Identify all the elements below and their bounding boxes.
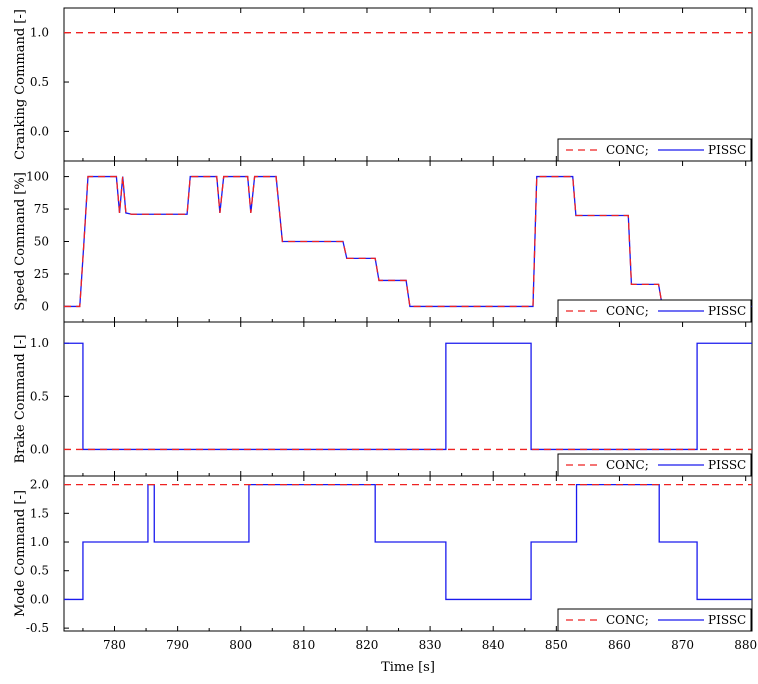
x-tick-label: 780 [103,638,126,652]
x-axis-label: Time [s] [381,660,435,675]
x-tick-label: 790 [166,638,189,652]
legend-label-conc: CONC; [606,458,649,472]
legend-label-pissc: PISSC [708,304,746,318]
panel-frame [63,7,753,162]
y-tick-label: 1.0 [30,535,49,549]
legend-label-conc: CONC; [606,613,649,627]
y-tick-label: 50 [34,235,49,249]
y-axis-label: Speed Command [%] [13,172,28,311]
x-tick-label: 800 [229,638,252,652]
legend-label-pissc: PISSC [708,613,746,627]
y-tick-label: 0 [41,299,49,313]
y-tick-label: 0.5 [30,564,49,578]
y-tick-label: 100 [26,170,49,184]
legend-label-pissc: PISSC [708,143,746,157]
x-tick-label: 850 [545,638,568,652]
x-tick-label: 870 [671,638,694,652]
y-tick-label: 0.5 [30,75,49,89]
pissc-series-line [64,483,752,601]
pissc-series-line [64,342,752,451]
x-tick-label: 830 [419,638,442,652]
x-tick-label: 810 [292,638,315,652]
y-axis-label: Cranking Command [-] [13,9,28,160]
legend-label-conc: CONC; [606,304,649,318]
x-tick-label: 860 [608,638,631,652]
legend-box [557,608,752,632]
y-tick-label: 0.0 [30,442,49,456]
x-tick-label: 820 [356,638,379,652]
y-tick-label: 25 [34,267,49,281]
y-tick-label: -0.5 [26,621,49,635]
legend-label-conc: CONC; [606,143,649,157]
y-tick-label: 1.0 [30,26,49,40]
y-tick-label: 75 [34,202,49,216]
x-tick-label: 880 [734,638,757,652]
y-tick-label: 0.0 [30,592,49,606]
panel-frame [63,321,753,477]
y-axis-label: Mode Command [-] [13,490,28,617]
y-tick-label: 0.0 [30,124,49,138]
x-tick-label: 840 [482,638,505,652]
y-tick-label: 2.0 [30,478,49,492]
panel-frame [63,475,753,632]
legend-label-pissc: PISSC [708,458,746,472]
y-axis-label: Brake Command [-] [13,335,28,464]
y-tick-label: 1.0 [30,336,49,350]
pissc-series-line [64,175,752,308]
y-tick-label: 1.5 [30,506,49,520]
y-tick-label: 0.5 [30,389,49,403]
conc-series-line [64,175,752,308]
